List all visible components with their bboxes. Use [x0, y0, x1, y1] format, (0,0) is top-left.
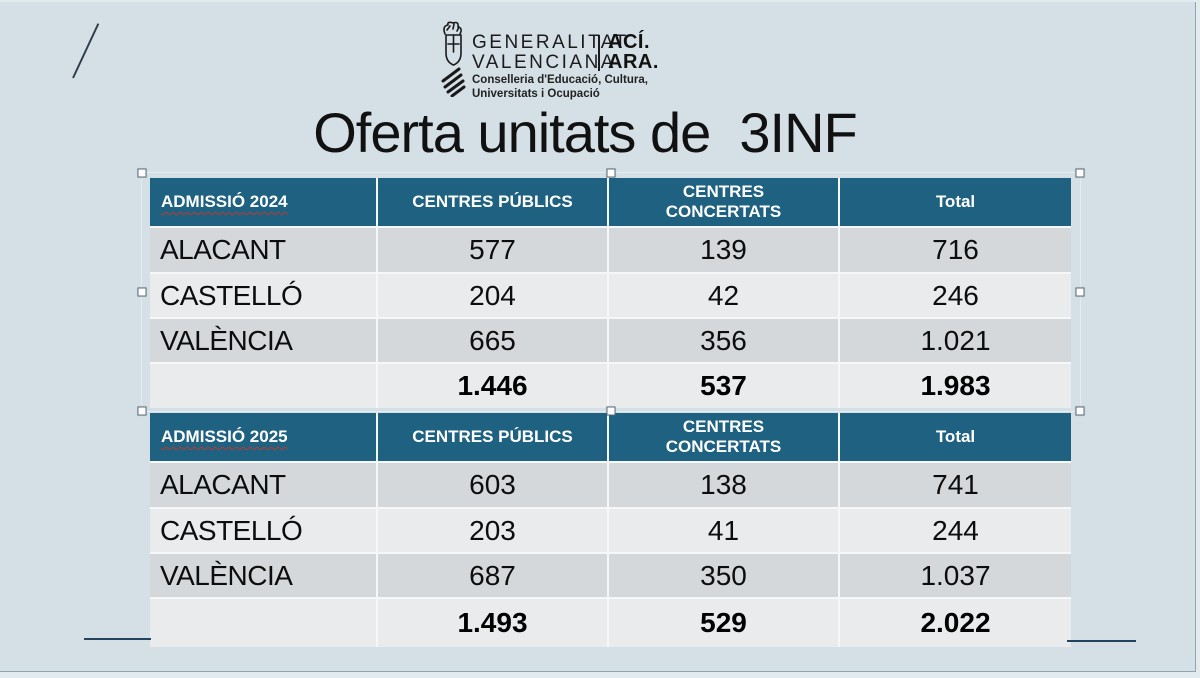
value-cell[interactable]: 1.037	[840, 554, 1071, 597]
header-cell-total[interactable]: Total	[840, 178, 1071, 226]
selection-handle-ne[interactable]	[1075, 168, 1085, 178]
totals-cell[interactable]: 1.446	[378, 364, 607, 408]
value-cell[interactable]: 244	[840, 509, 1071, 552]
value-cell[interactable]: 577	[378, 228, 607, 272]
admissions-table-2024[interactable]: ADMISSIÓ 2024 CENTRES PÚBLICS CENTRES CO…	[150, 178, 1071, 408]
value-cell[interactable]: 204	[378, 274, 607, 317]
org-name: GENERALITAT VALENCIANA	[472, 33, 629, 73]
region-cell[interactable]: ALACANT	[150, 463, 376, 507]
admissions-table-2025[interactable]: ADMISSIÓ 2025 CENTRES PÚBLICS CENTRES CO…	[150, 413, 1071, 647]
header-cell-admissio-2024[interactable]: ADMISSIÓ 2024	[150, 178, 376, 226]
region-cell[interactable]: CASTELLÓ	[150, 509, 376, 552]
bottom-accent-line-left	[84, 638, 151, 640]
totals-cell[interactable]: 537	[609, 364, 838, 408]
logo-divider	[598, 35, 600, 71]
selection-handle-se[interactable]	[1075, 406, 1085, 416]
value-cell[interactable]: 716	[840, 228, 1071, 272]
header-cell-centres-publics[interactable]: CENTRES PÚBLICS	[378, 178, 607, 226]
gva-logo[interactable]: GENERALITAT VALENCIANA ACÍ. ARA. Consell…	[438, 16, 698, 100]
value-cell[interactable]: 356	[609, 319, 838, 362]
region-cell[interactable]: VALÈNCIA	[150, 554, 376, 597]
totals-empty-cell[interactable]	[150, 599, 376, 647]
department-name: Conselleria d'Educació, Cultura, Univers…	[472, 73, 648, 102]
value-cell[interactable]: 42	[609, 274, 838, 317]
value-cell[interactable]: 687	[378, 554, 607, 597]
selection-handle-n[interactable]	[606, 168, 616, 178]
value-cell[interactable]: 603	[378, 463, 607, 507]
value-cell[interactable]: 741	[840, 463, 1071, 507]
header-cell-centres-concertats[interactable]: CENTRES CONCERTATS	[609, 178, 838, 226]
department-line2: Universitats i Ocupació	[472, 88, 600, 101]
region-cell[interactable]: CASTELLÓ	[150, 274, 376, 317]
header-label: ADMISSIÓ 2025	[161, 427, 288, 447]
value-cell[interactable]: 350	[609, 554, 838, 597]
totals-cell[interactable]: 2.022	[840, 599, 1071, 647]
value-cell[interactable]: 138	[609, 463, 838, 507]
value-cell[interactable]: 203	[378, 509, 607, 552]
value-cell[interactable]: 139	[609, 228, 838, 272]
totals-empty-cell[interactable]	[150, 364, 376, 408]
selection-handle-s[interactable]	[606, 406, 616, 416]
org-name-line2: VALENCIANA	[472, 52, 616, 73]
org-name-line1: GENERALITAT	[472, 32, 629, 53]
header-cell-centres-publics[interactable]: CENTRES PÚBLICS	[378, 413, 607, 461]
department-line1: Conselleria d'Educació, Cultura,	[472, 74, 648, 86]
coat-of-arms-icon	[441, 21, 466, 97]
region-cell[interactable]: ALACANT	[150, 228, 376, 272]
selection-handle-w[interactable]	[137, 287, 147, 297]
slide-title[interactable]: Oferta unitats de 3INF	[313, 101, 857, 164]
logo-tagline: ACÍ. ARA.	[608, 32, 659, 72]
selection-handle-e[interactable]	[1075, 287, 1085, 297]
selection-handle-nw[interactable]	[137, 168, 147, 178]
tagline-line1: ACÍ.	[608, 31, 650, 53]
tagline-line2: ARA.	[608, 51, 659, 73]
totals-cell[interactable]: 1.493	[378, 599, 607, 647]
value-cell[interactable]: 665	[378, 319, 607, 362]
totals-cell[interactable]: 1.983	[840, 364, 1071, 408]
header-cell-centres-concertats[interactable]: CENTRES CONCERTATS	[609, 413, 838, 461]
value-cell[interactable]: 1.021	[840, 319, 1071, 362]
value-cell[interactable]: 246	[840, 274, 1071, 317]
header-cell-admissio-2025[interactable]: ADMISSIÓ 2025	[150, 413, 376, 461]
header-label: ADMISSIÓ 2024	[161, 192, 288, 212]
value-cell[interactable]: 41	[609, 509, 838, 552]
bottom-accent-line-right	[1067, 640, 1136, 642]
region-cell[interactable]: VALÈNCIA	[150, 319, 376, 362]
selection-handle-sw[interactable]	[137, 406, 147, 416]
totals-cell[interactable]: 529	[609, 599, 838, 647]
header-cell-total[interactable]: Total	[840, 413, 1071, 461]
